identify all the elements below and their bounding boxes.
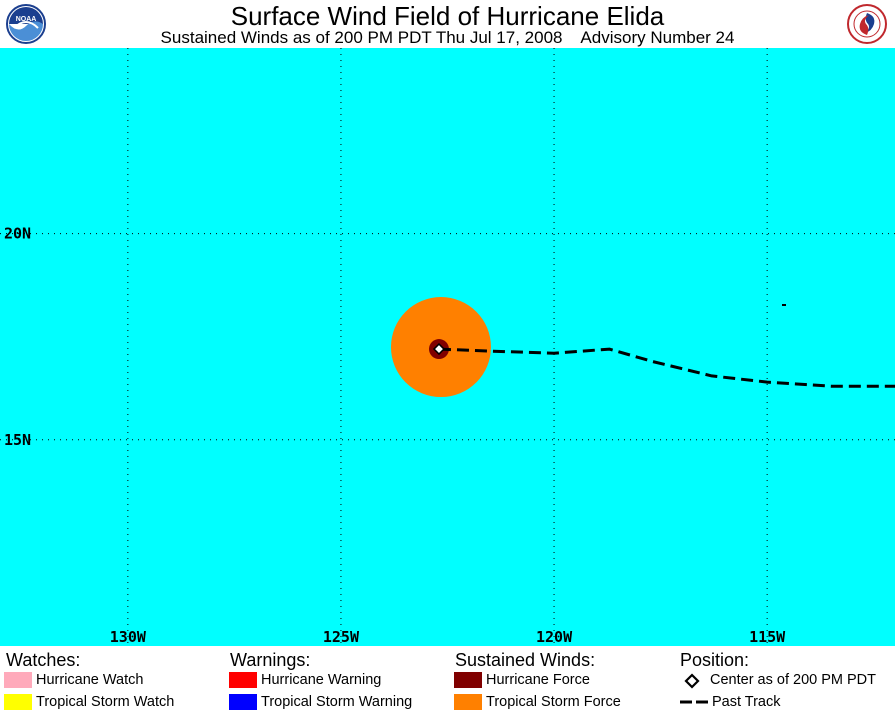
header: NOAA Surface Wind Field of Hurricane Eli…: [0, 0, 895, 48]
hurricane-warning-swatch: [229, 672, 257, 688]
latitude-label: 20N: [4, 225, 31, 243]
longitude-label: 115W: [749, 628, 786, 646]
tropical-storm-force-label: Tropical Storm Force: [486, 694, 621, 710]
noaa-logo-icon: NOAA: [6, 4, 46, 44]
hurricane-warning-label: Hurricane Warning: [261, 672, 382, 688]
diamond-icon: [684, 673, 700, 689]
longitude-label: 125W: [323, 628, 360, 646]
center-position-label: Center as of 200 PM PDT: [710, 672, 877, 688]
tropical-storm-warning-label: Tropical Storm Warning: [261, 694, 413, 710]
page-subtitle: Sustained Winds as of 200 PM PDT Thu Jul…: [160, 28, 735, 47]
storm-center-diamond-icon: [432, 343, 446, 356]
hurricane-force-label: Hurricane Force: [486, 672, 590, 688]
legend: Watches: Hurricane Watch Tropical Storm …: [0, 646, 895, 716]
watches-heading: Watches:: [6, 650, 81, 670]
longitude-labels: 130W 125W 120W 115W: [110, 628, 786, 646]
page-title: Surface Wind Field of Hurricane Elida: [230, 1, 665, 31]
latitude-label: 15N: [4, 431, 31, 449]
island-mark: [782, 304, 786, 306]
center-diamond: [432, 343, 446, 356]
past-track-label: Past Track: [712, 694, 781, 710]
warnings-heading: Warnings:: [230, 650, 311, 670]
tropical-storm-warning-swatch: [229, 694, 257, 710]
latitude-labels: 20N 15N: [4, 225, 31, 449]
map-area: 130W 125W 120W 115W 20N 15N: [0, 48, 895, 646]
tropical-storm-watch-label: Tropical Storm Watch: [36, 694, 175, 710]
tropical-storm-watch-swatch: [4, 694, 32, 710]
tropical-storm-force-swatch: [454, 694, 482, 710]
hurricane-watch-label: Hurricane Watch: [36, 672, 144, 688]
dashed-line-icon: [680, 700, 708, 704]
lat-lon-gridlines: [0, 48, 895, 646]
longitude-label: 120W: [536, 628, 573, 646]
sustained-winds-heading: Sustained Winds:: [455, 650, 596, 670]
longitude-label: 130W: [110, 628, 147, 646]
national-weather-service-logo-icon: [847, 4, 887, 44]
past-track-line: [438, 347, 895, 388]
hurricane-watch-swatch: [4, 672, 32, 688]
hurricane-force-swatch: [454, 672, 482, 688]
position-heading: Position:: [680, 650, 750, 670]
noaa-logo-text: NOAA: [16, 16, 37, 23]
